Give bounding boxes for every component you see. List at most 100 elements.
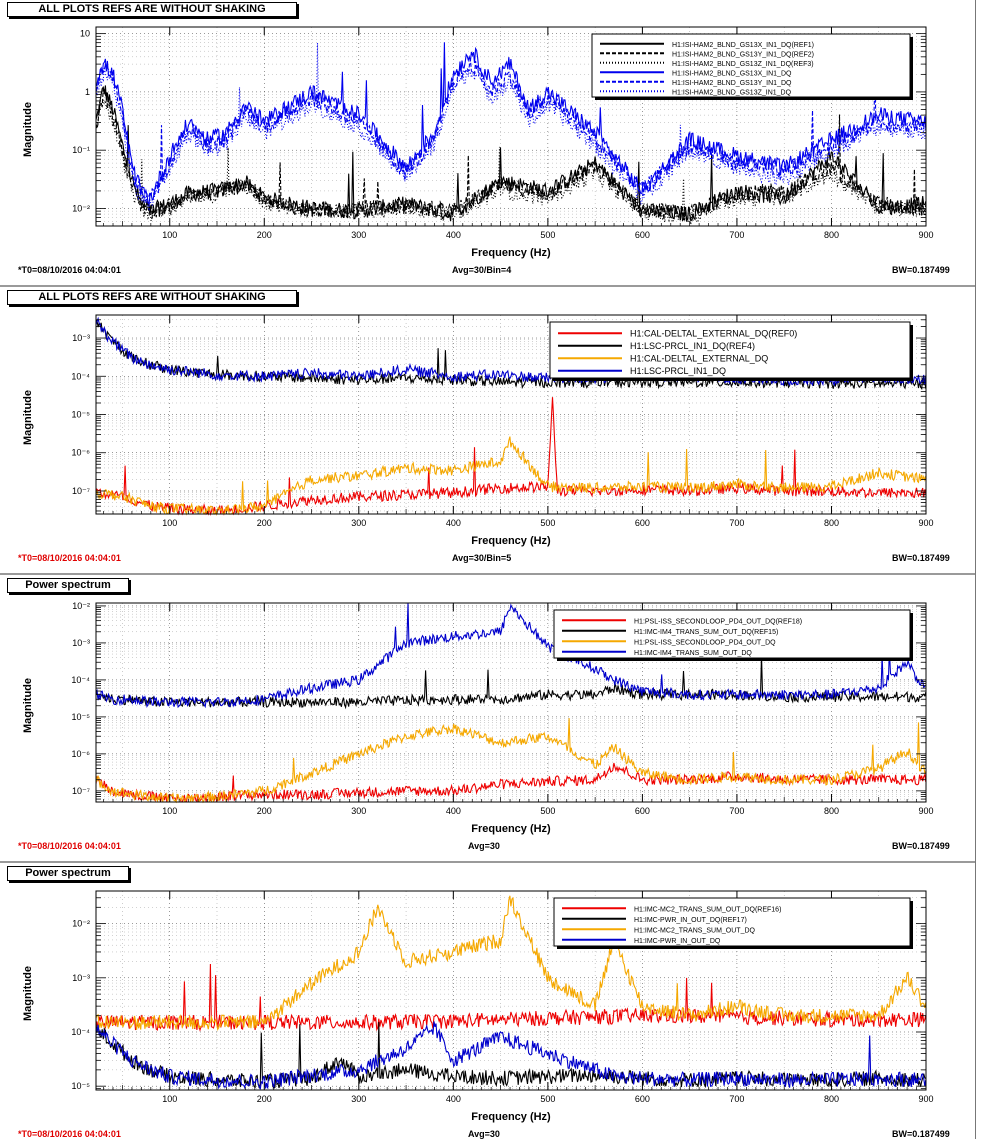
legend-label: H1:ISI-HAM2_BLND_GS13X_IN1_DQ(REF1) <box>672 42 814 49</box>
chart-3: 100 200 300 400 500 600 700 800 900 10⁻⁷ 10⁻⁶ 10⁻⁵ 1… <box>71 601 933 816</box>
legend: H1:PSL-ISS_SECONDLOOP_PD4_OUT_DQ(REF18) H… <box>553 609 911 659</box>
series-line <box>95 963 927 1032</box>
x-tick-label: 100 <box>162 518 177 528</box>
x-tick-label: 800 <box>824 806 839 816</box>
x-tick-label: 300 <box>351 806 366 816</box>
y-axis-label-4: Magnitude <box>22 966 34 1021</box>
x-tick-label: 900 <box>918 518 933 528</box>
legend-label: H1:IMC-PWR_IN_OUT_DQ <box>634 938 721 945</box>
legend-label: H1:IMC-MC2_TRANS_SUM_OUT_DQ <box>634 927 756 934</box>
x-tick-label: 200 <box>257 518 272 528</box>
x-tick-label: 200 <box>257 806 272 816</box>
series-line <box>95 42 927 206</box>
x-tick-label: 800 <box>824 1094 839 1104</box>
y-tick-label: 10⁻⁴ <box>71 675 90 685</box>
x-tick-label: 400 <box>446 518 461 528</box>
y-tick-label: 10⁻⁵ <box>72 410 91 420</box>
series-line <box>95 86 927 221</box>
panel-separator <box>0 861 976 863</box>
legend-label: H1:ISI-HAM2_BLND_GS13X_IN1_DQ <box>672 70 792 77</box>
legend-label: H1:LSC-PRCL_IN1_DQ <box>630 366 726 376</box>
y-tick-label: 10⁻² <box>72 919 90 929</box>
series-line <box>95 59 927 203</box>
y-tick-label: 10⁻⁷ <box>72 786 90 796</box>
legend-label: H1:IMC-IM4_TRANS_SUM_OUT_DQ <box>634 650 752 657</box>
y-tick-label: 10⁻⁵ <box>72 712 91 722</box>
footer-bw-4: BW=0.187499 <box>892 1129 950 1139</box>
x-tick-label: 100 <box>162 1094 177 1104</box>
x-tick-label: 600 <box>635 230 650 240</box>
legend-label: H1:LSC-PRCL_IN1_DQ(REF4) <box>630 341 755 351</box>
x-tick-label: 200 <box>257 1094 272 1104</box>
x-tick-label: 300 <box>351 1094 366 1104</box>
series-line <box>95 1021 927 1090</box>
x-axis-label-2: Frequency (Hz) <box>471 535 551 547</box>
y-tick-label: 10⁻³ <box>72 638 90 648</box>
y-tick-label: 10 <box>80 29 90 39</box>
x-tick-label: 900 <box>918 1094 933 1104</box>
footer-avg-2: Avg=30/Bin=5 <box>452 553 512 563</box>
plot-title-3: Power spectrum <box>7 578 129 593</box>
x-tick-label: 600 <box>635 1094 650 1104</box>
axes-frame <box>95 890 927 1091</box>
x-axis-label-4: Frequency (Hz) <box>471 1111 551 1123</box>
legend: H1:CAL-DELTAL_EXTERNAL_DQ(REF0) H1:LSC-PR… <box>549 321 911 379</box>
footer-avg-1: Avg=30/Bin=4 <box>452 265 512 275</box>
legend-box <box>549 321 911 379</box>
y-tick-label: 10⁻² <box>72 203 90 213</box>
x-tick-label: 500 <box>540 1094 555 1104</box>
x-tick-label: 900 <box>918 230 933 240</box>
legend-label: H1:IMC-PWR_IN_OUT_DQ(REF17) <box>634 917 747 924</box>
y-tick-label: 10⁻⁶ <box>72 448 91 458</box>
x-tick-label: 100 <box>162 806 177 816</box>
y-tick-label: 10⁻⁴ <box>71 1027 90 1037</box>
chart-1: 100 200 300 400 500 600 700 800 900 10⁻² 10⁻¹ 1 10 H1… <box>72 26 934 240</box>
plot-title-2: ALL PLOTS REFS ARE WITHOUT SHAKING <box>7 290 297 305</box>
x-axis-label-3: Frequency (Hz) <box>471 823 551 835</box>
plot-panel-1: ALL PLOTS REFS ARE WITHOUT SHAKING 100 20… <box>0 0 976 288</box>
x-tick-label: 400 <box>446 1094 461 1104</box>
plot-panel-4: Power spectrum 100 200 300 400 500 600 700 800 9… <box>0 864 976 1139</box>
chart-2: 100 200 300 400 500 600 700 800 900 10⁻⁷ 10⁻⁶ 10⁻⁵ 1… <box>71 314 934 528</box>
x-tick-label: 400 <box>446 806 461 816</box>
series-line <box>95 436 927 517</box>
y-tick-label: 10⁻⁶ <box>72 749 91 759</box>
legend-label: H1:CAL-DELTAL_EXTERNAL_DQ(REF0) <box>630 328 797 338</box>
window-right-border <box>975 0 982 1139</box>
y-axis-label-1: Magnitude <box>22 102 34 157</box>
legend-box <box>553 609 911 659</box>
chart-4: 100 200 300 400 500 600 700 800 900 10⁻⁵ 10⁻⁴ 10⁻³ 1… <box>71 890 934 1104</box>
legend-label: H1:IMC-MC2_TRANS_SUM_OUT_DQ(REF16) <box>634 906 781 913</box>
plot-panel-3: Power spectrum 100 200 300 400 500 600 700 800 9… <box>0 576 976 864</box>
y-tick-label: 10⁻³ <box>72 333 90 343</box>
plot-title-1: ALL PLOTS REFS ARE WITHOUT SHAKING <box>7 2 297 17</box>
legend-label: H1:IMC-IM4_TRANS_SUM_OUT_DQ(REF15) <box>634 629 778 636</box>
legend-label: H1:CAL-DELTAL_EXTERNAL_DQ <box>630 353 768 363</box>
series-line <box>95 397 927 516</box>
footer-bw-3: BW=0.187499 <box>892 841 950 851</box>
x-tick-label: 100 <box>162 230 177 240</box>
x-tick-label: 700 <box>729 518 744 528</box>
x-tick-label: 600 <box>635 806 650 816</box>
footer-bw-2: BW=0.187499 <box>892 553 950 563</box>
y-axis-label-3: Magnitude <box>22 678 34 733</box>
footer-bw-1: BW=0.187499 <box>892 265 950 275</box>
y-tick-label: 10⁻¹ <box>72 145 90 155</box>
plot-title-4: Power spectrum <box>7 866 129 881</box>
legend-label: H1:ISI-HAM2_BLND_GS13Y_IN1_DQ <box>672 80 792 87</box>
legend: H1:IMC-MC2_TRANS_SUM_OUT_DQ(REF16) H1:IMC… <box>553 897 911 947</box>
x-tick-label: 700 <box>729 1094 744 1104</box>
legend-label: H1:ISI-HAM2_BLND_GS13Z_IN1_DQ <box>672 89 792 96</box>
x-tick-label: 500 <box>540 518 555 528</box>
x-axis-label-1: Frequency (Hz) <box>471 247 551 259</box>
axes-frame <box>95 602 927 803</box>
y-tick-label: 10⁻³ <box>72 973 90 983</box>
footer-timestamp-4: *T0=08/10/2016 04:04:01 <box>18 1129 121 1139</box>
x-tick-label: 600 <box>635 518 650 528</box>
x-tick-label: 300 <box>351 230 366 240</box>
y-tick-label: 1 <box>85 87 90 97</box>
x-tick-label: 500 <box>540 230 555 240</box>
footer-timestamp-1: *T0=08/10/2016 04:04:01 <box>18 265 121 275</box>
footer-avg-4: Avg=30 <box>468 1129 500 1139</box>
series-line <box>95 42 927 211</box>
